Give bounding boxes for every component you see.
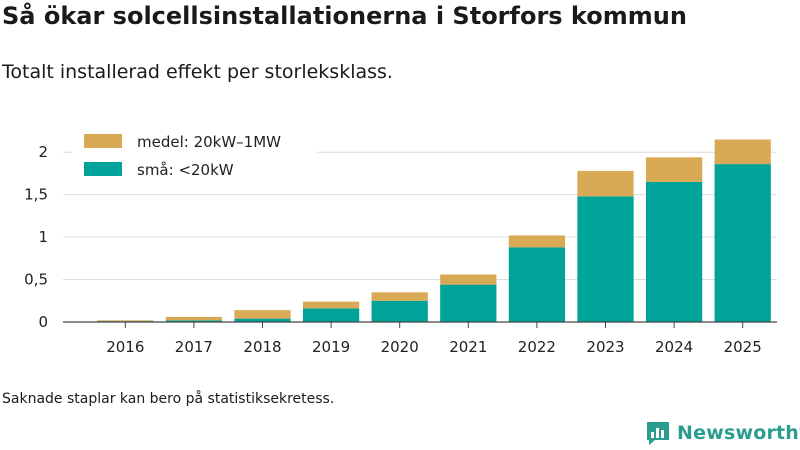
x-tick-label: 2017	[175, 338, 213, 356]
bar-segment	[234, 310, 291, 319]
x-axis-labels: 2016 2017 2018 2019 2020 2021 2022 2023 2024 2025	[106, 322, 762, 356]
legend: medel: 20kW–1MW små: <20kW	[72, 123, 317, 179]
legend-label: små: <20kW	[137, 161, 234, 179]
y-tick-label: 1	[38, 228, 48, 246]
y-tick-label: 2	[38, 143, 48, 161]
x-tick-label: 2025	[724, 338, 762, 356]
chart-title: Så ökar solcellsinstallationerna i Storf…	[2, 2, 687, 30]
legend-label: medel: 20kW–1MW	[137, 133, 281, 151]
bar-segment	[508, 235, 566, 248]
bar-segment	[371, 300, 428, 322]
bar-segment	[508, 247, 566, 322]
bar-segment	[165, 316, 223, 321]
brand-logo: Newsworthy	[645, 420, 800, 446]
bar-segment	[440, 284, 497, 322]
legend-swatch	[84, 134, 122, 148]
bar-segment	[714, 139, 771, 165]
brand-name: Newsworthy	[677, 422, 800, 444]
bar-segment	[577, 170, 634, 197]
y-axis-labels: 0 0,5 1 1,5 2	[24, 143, 48, 331]
x-tick-label: 2021	[449, 338, 487, 356]
legend-swatch	[84, 162, 122, 176]
bar-segment	[440, 274, 497, 285]
bar-segment	[714, 164, 771, 322]
bar-segment	[234, 318, 291, 322]
bars	[97, 139, 771, 322]
bar-segment	[97, 320, 154, 322]
bar-segment	[371, 292, 428, 301]
footnote: Saknade staplar kan bero på statistiksek…	[2, 391, 335, 407]
y-tick-label: 0,5	[24, 271, 48, 289]
x-tick-label: 2018	[243, 338, 281, 356]
x-tick-label: 2022	[518, 338, 556, 356]
bar-segment	[302, 301, 360, 309]
bar-segment	[577, 196, 634, 322]
chart-subtitle: Totalt installerad effekt per storlekskl…	[2, 61, 393, 83]
bar-segment	[302, 308, 360, 322]
bar-segment	[165, 320, 223, 322]
x-tick-label: 2024	[655, 338, 693, 356]
y-tick-label: 1,5	[24, 186, 48, 204]
x-tick-label: 2019	[312, 338, 350, 356]
y-tick-label: 0	[38, 313, 48, 331]
x-tick-label: 2016	[106, 338, 144, 356]
newsworthy-logo-icon	[647, 422, 669, 445]
x-tick-label: 2023	[586, 338, 624, 356]
bar-segment	[645, 181, 703, 322]
bar-chart: 00,511,52 2016 2017 2018 2019 2020 2021 2022 20…	[24, 123, 777, 356]
bar-segment	[645, 157, 703, 182]
x-tick-label: 2020	[381, 338, 419, 356]
